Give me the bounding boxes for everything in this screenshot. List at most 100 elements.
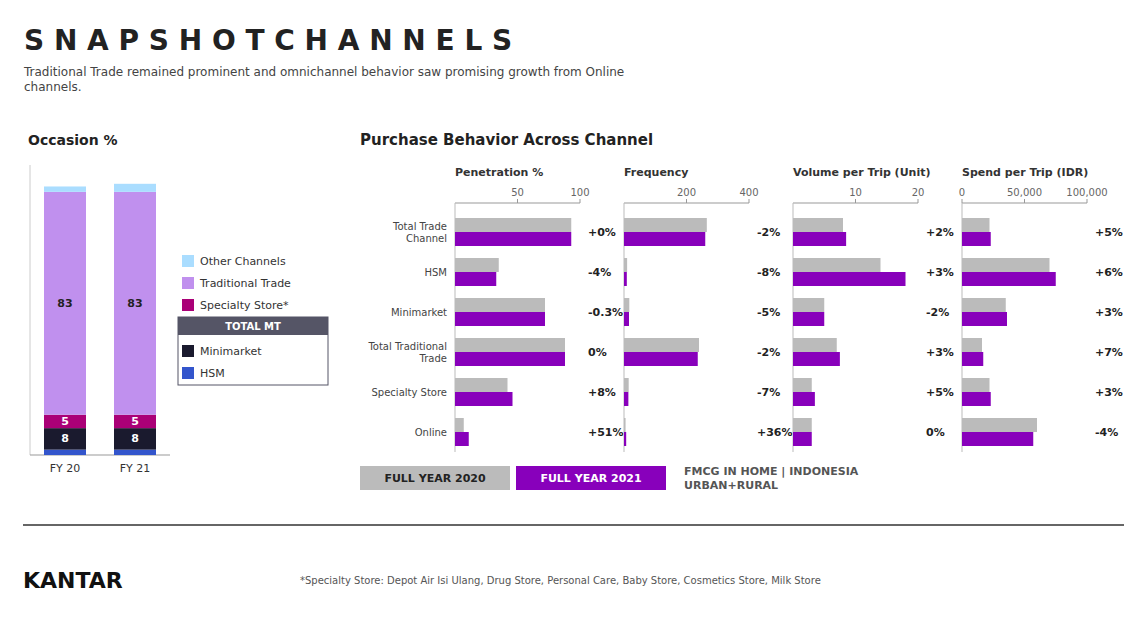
bar (793, 392, 815, 406)
panel-title: Frequency (624, 166, 688, 179)
legend-entry: Minimarket (200, 345, 262, 358)
bar (793, 378, 812, 392)
bar (624, 232, 705, 246)
x-tick (1024, 199, 1025, 203)
x-tick (580, 199, 581, 203)
bar (962, 298, 1006, 312)
bar (962, 338, 982, 352)
legend-group-title: TOTAL MT (225, 321, 281, 332)
change-label: 0% (588, 346, 607, 359)
y-tick-label: Specialty Store (372, 387, 447, 398)
change-label: +7% (1095, 346, 1123, 359)
bar (455, 338, 565, 352)
data-label: 83 (57, 297, 72, 310)
bar (624, 418, 626, 432)
bar (793, 218, 843, 232)
change-label: -2% (757, 226, 780, 239)
bar (455, 258, 499, 272)
bar (624, 432, 626, 446)
change-label: +8% (588, 386, 616, 399)
bars (962, 218, 1056, 446)
data-labels: 88558383 (57, 297, 142, 446)
bar-segment (114, 428, 156, 449)
legend-swatch (516, 466, 666, 490)
change-label: +0% (588, 226, 616, 239)
bar (793, 432, 812, 446)
x-tick (962, 199, 963, 203)
x-tick (517, 199, 518, 203)
page: S N A P S H O T C H A N N E L STradition… (0, 0, 1147, 641)
bar-segment (114, 450, 156, 455)
legend-group-box (178, 317, 328, 385)
bar (793, 352, 840, 366)
x-tick-label: 400 (739, 187, 758, 198)
legend-entry: Other Channels (200, 255, 286, 268)
bar (793, 232, 846, 246)
legend-swatch (182, 277, 194, 289)
bar (962, 272, 1056, 286)
bar (962, 418, 1037, 432)
legend-swatch (360, 466, 510, 490)
bar (455, 298, 545, 312)
panel: Frequency200400-2%-8%-5%-2%-7%+36% (624, 166, 793, 452)
text-line: Total Trade (392, 221, 447, 232)
panel: Spend per Trip (IDR)050,000100,000+5%+6%… (959, 166, 1123, 452)
legend-swatch (182, 345, 194, 357)
bar-segment (44, 428, 86, 449)
occasion-chart: Occasion %88558383FY 20FY 21Other Channe… (28, 132, 328, 475)
x-tick (686, 199, 687, 203)
change-label: +6% (1095, 266, 1123, 279)
bar (624, 312, 629, 326)
change-label: -5% (757, 306, 780, 319)
bar (624, 298, 629, 312)
legend-swatch (182, 367, 194, 379)
legend-entry: Specialty Store* (200, 299, 289, 312)
y-tick-label: Minimarket (391, 307, 447, 318)
x-tick-label: 100,000 (1066, 187, 1107, 198)
bar (793, 418, 812, 432)
y-tick-label: Total TraditionalTrade (367, 341, 447, 364)
text-line: Channel (406, 233, 447, 244)
change-label: -0.3% (588, 306, 623, 319)
change-label: +3% (1095, 386, 1123, 399)
panel-title: Penetration % (455, 166, 543, 179)
text-line: Traditional Trade remained prominent and… (23, 65, 624, 79)
x-tick (1087, 199, 1088, 203)
x-tick-label: 50,000 (1007, 187, 1042, 198)
panel-title: Spend per Trip (IDR) (962, 166, 1088, 179)
x-tick-label: 10 (849, 187, 862, 198)
bar (962, 258, 1050, 272)
change-label: -2% (757, 346, 780, 359)
bar (962, 232, 991, 246)
bar (624, 258, 627, 272)
data-label: 5 (61, 415, 69, 428)
bar (455, 352, 565, 366)
bar (455, 418, 464, 432)
bar (962, 312, 1007, 326)
data-label: 8 (61, 432, 69, 445)
change-label: +3% (926, 266, 954, 279)
x-tick-label: 50 (511, 187, 524, 198)
change-label: 0% (926, 426, 945, 439)
legend-note: FMCG IN HOME | INDONESIAURBAN+RURAL (684, 465, 859, 492)
bar (624, 218, 707, 232)
bar-segment (44, 415, 86, 428)
bars (793, 218, 906, 446)
bar (793, 298, 824, 312)
panel: Volume per Trip (Unit)1020+2%+3%-2%+3%+5… (793, 166, 954, 452)
bar (455, 378, 508, 392)
section-title: Purchase Behavior Across Channel (360, 131, 653, 149)
x-tick-label: 100 (570, 187, 589, 198)
bar-segment (44, 192, 86, 415)
bar-segment (114, 192, 156, 415)
brand: KANTAR (23, 568, 123, 593)
x-tick-label: 20 (912, 187, 925, 198)
change-label: -7% (757, 386, 780, 399)
data-label: 83 (127, 297, 142, 310)
bar (793, 258, 881, 272)
panel-title: Volume per Trip (Unit) (793, 166, 930, 179)
change-label: +3% (926, 346, 954, 359)
bars (455, 218, 571, 446)
data-label: 8 (131, 432, 139, 445)
change-label: -2% (926, 306, 949, 319)
